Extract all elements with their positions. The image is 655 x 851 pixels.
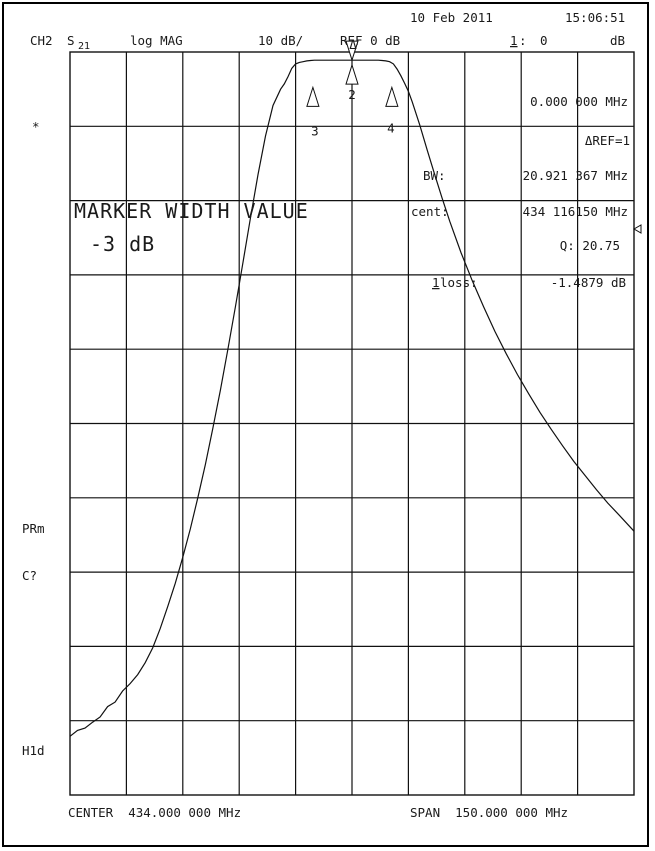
marker-2-label: 2: [348, 87, 356, 102]
marker-width-value: -3 dB: [90, 232, 155, 256]
marker-frequency-readout: 0.000 000 MHz: [530, 94, 628, 109]
center-value: 434 116150 MHz: [523, 204, 628, 219]
marker-3-pointer: [306, 85, 320, 107]
span-footer: SPAN 150.000 000 MHz: [410, 805, 568, 820]
marker-4-label: 4: [387, 120, 395, 135]
format-label: log MAG: [130, 33, 183, 48]
loss-label: loss:: [440, 275, 478, 290]
correction-indicator: C?: [22, 568, 37, 583]
reference-position-arrow: [632, 224, 642, 234]
q-factor-readout: Q: 20.75: [560, 238, 620, 253]
hold-indicator: H1d: [22, 743, 45, 758]
active-marker-value: 0: [540, 33, 548, 48]
marker-1-label: Δ: [349, 37, 357, 52]
markers-layer: Δ 2 3 4: [306, 37, 399, 138]
center-frequency-footer: CENTER 434.000 000 MHz: [68, 805, 241, 820]
prm-indicator: PRm: [22, 521, 45, 536]
active-marker-colon: :: [519, 33, 527, 48]
loss-value: -1.4879 dB: [551, 275, 626, 290]
date-readout: 10 Feb 2011: [410, 10, 493, 25]
bandwidth-label: BW:: [423, 168, 446, 183]
marker-width-title: MARKER WIDTH VALUE: [74, 199, 309, 223]
marker-1-pointer: [345, 40, 359, 62]
center-label: cent:: [411, 204, 449, 219]
bandwidth-value: 20.921 367 MHz: [523, 168, 628, 183]
loss-marker-number: 1: [432, 275, 440, 290]
marker-4-pointer: [385, 85, 399, 107]
delta-ref-readout: ΔREF=1: [585, 133, 630, 148]
time-readout: 15:06:51: [565, 10, 625, 25]
marker-2-pointer: [345, 63, 359, 85]
parameter-subscript: 21: [78, 41, 90, 52]
marker-3-label: 3: [311, 123, 319, 138]
star-indicator: *: [32, 119, 40, 134]
active-marker-number: 1: [510, 33, 518, 48]
s21-trace: [69, 59, 635, 737]
parameter-label: S: [67, 33, 75, 48]
active-marker-unit: dB: [610, 33, 625, 48]
channel-label: CH2: [30, 33, 53, 48]
plot-grid: [69, 51, 635, 796]
scale-label: 10 dB/: [258, 33, 303, 48]
